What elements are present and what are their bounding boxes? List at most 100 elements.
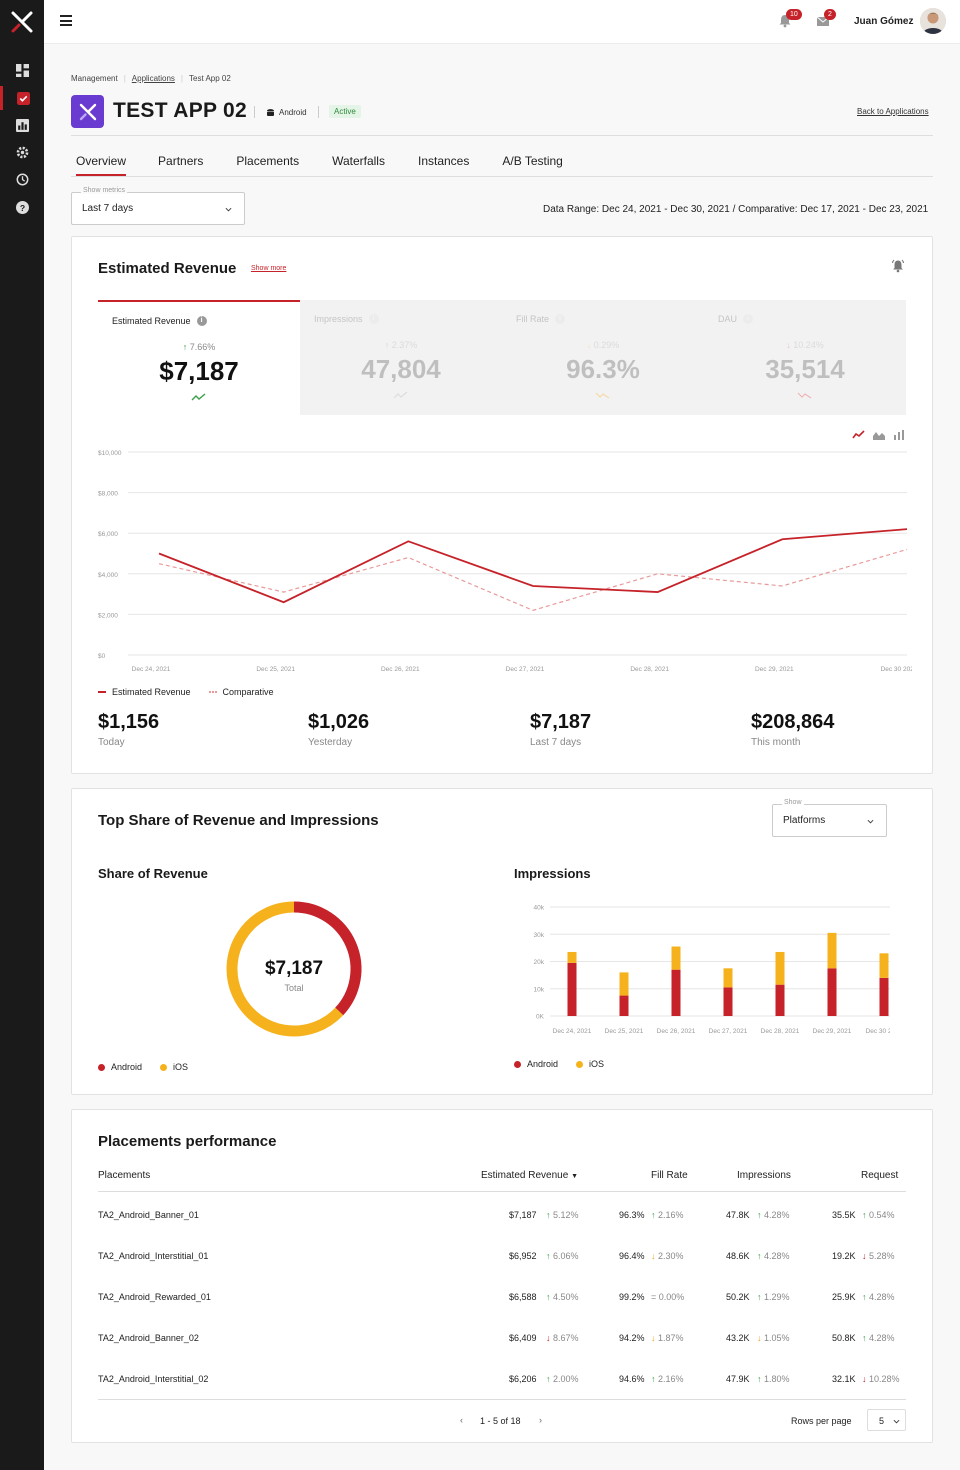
arrow-up-icon: ↑ <box>651 1374 659 1384</box>
fill-rate-value: 94.6% <box>619 1374 645 1384</box>
table-row[interactable]: TA2_Android_Banner_02 $6,409 ↓ 8.67% 94.2% ↓… <box>98 1318 906 1359</box>
messages-button[interactable]: 2 <box>816 9 836 30</box>
bar-chart-icon[interactable] <box>893 430 905 440</box>
sidebar: ? <box>0 0 44 1470</box>
col-request[interactable]: Request <box>861 1170 899 1181</box>
info-icon[interactable]: i <box>196 316 207 326</box>
table-row[interactable]: TA2_Android_Rewarded_01 $6,588 ↑ 4.50% 99.2… <box>98 1277 906 1318</box>
col-placements[interactable]: Placements <box>98 1170 151 1181</box>
notifications-button[interactable]: 10 <box>778 9 802 30</box>
total-value: $208,864 <box>751 711 835 733</box>
revenue-delta: ↑ 4.50% <box>546 1292 579 1302</box>
line-chart-icon[interactable] <box>852 430 865 440</box>
show-label: Show <box>782 799 804 806</box>
table-row[interactable]: TA2_Android_Interstitial_02 $6,206 ↑ 2.00%… <box>98 1359 906 1400</box>
platform-label: Android <box>266 107 307 117</box>
info-icon[interactable]: i <box>368 314 379 324</box>
sidebar-item-dashboard[interactable] <box>0 58 44 82</box>
show-metrics-select[interactable]: Show metrics Last 7 days <box>71 187 245 225</box>
kpi-name: Fill Rate <box>516 314 550 324</box>
area-chart-icon[interactable] <box>873 430 885 440</box>
tab-ab-testing[interactable]: A/B Testing <box>502 154 563 168</box>
col-label: Estimated Revenue <box>481 1170 569 1181</box>
menu-icon[interactable] <box>60 15 72 27</box>
kpi-estimated-revenue[interactable]: Estimated Revenue i ↑ 7.66% $7,187 <box>98 300 300 415</box>
sidebar-item-applications[interactable] <box>0 86 44 110</box>
total-today: $1,156 Today <box>98 711 159 748</box>
kpi-delta: 2.37% <box>391 340 418 350</box>
back-to-applications-link[interactable]: Back to Applications <box>857 107 929 116</box>
breadcrumb-current: Test App 02 <box>189 74 231 83</box>
tab-partners[interactable]: Partners <box>158 154 204 168</box>
sidebar-item-help[interactable]: ? <box>0 195 44 219</box>
kpi-dau[interactable]: DAU i ↓ 10.24% 35,514 <box>704 300 906 415</box>
help-icon: ? <box>15 200 29 214</box>
android-icon <box>267 109 274 116</box>
sort-desc-icon[interactable]: ▼ <box>571 1173 578 1180</box>
col-estimated-revenue[interactable]: Estimated Revenue ▼ <box>481 1170 578 1181</box>
tab-overview[interactable]: Overview <box>76 148 127 176</box>
bar-android <box>879 977 889 1016</box>
placement-name: TA2_Android_Interstitial_01 <box>98 1251 209 1261</box>
show-platforms-select[interactable]: Show Platforms <box>772 799 887 837</box>
bar-android <box>723 987 733 1016</box>
total-label: This month <box>751 737 801 748</box>
kpi-fill-rate[interactable]: Fill Rate i ↓ 0.29% 96.3% <box>502 300 704 415</box>
y-tick-label: $2,000 <box>98 612 118 619</box>
user-name[interactable]: Juan Gómez <box>854 16 914 27</box>
app-icon <box>71 95 104 128</box>
legend-ios: iOS <box>576 1059 604 1069</box>
impressions-delta: ↓ 1.05% <box>757 1333 790 1343</box>
chevron-down-icon <box>893 1419 900 1424</box>
tab-instances[interactable]: Instances <box>417 154 470 168</box>
notification-badge: 10 <box>786 9 802 20</box>
table-row[interactable]: TA2_Android_Interstitial_01 $6,952 ↑ 6.06%… <box>98 1236 906 1277</box>
tab-placements[interactable]: Placements <box>236 154 300 168</box>
request-value: 35.5K <box>832 1210 856 1220</box>
revenue-line-chart: $0 $2,000 $4,000 $6,000 $8,000 $10,000 Dec 24,… <box>98 450 912 673</box>
tab-waterfalls[interactable]: Waterfalls <box>332 154 385 168</box>
placement-name: TA2_Android_Rewarded_01 <box>98 1292 211 1302</box>
info-icon[interactable]: i <box>555 314 566 324</box>
revenue-value: $6,952 <box>509 1251 537 1261</box>
col-fill-rate[interactable]: Fill Rate <box>651 1170 688 1181</box>
arrow-up-icon: ↑ <box>546 1292 554 1302</box>
page-title: TEST APP 02 <box>113 99 248 122</box>
app-logo-icon[interactable] <box>9 9 35 35</box>
placement-name: TA2_Android_Banner_02 <box>98 1333 199 1343</box>
table-row[interactable]: TA2_Android_Banner_01 $7,187 ↑ 5.12% 96.3% ↑… <box>98 1195 906 1236</box>
request-delta: ↑ 0.54% <box>862 1210 895 1220</box>
x-tick-label: Dec 26, 2021 <box>657 1028 696 1035</box>
total-label: Yesterday <box>308 737 353 748</box>
info-icon[interactable]: i <box>743 314 754 324</box>
arrow-up-icon: ↑ <box>757 1210 765 1220</box>
legend-label: Android <box>527 1059 559 1069</box>
total-yesterday: $1,026 Yesterday <box>308 711 369 748</box>
legend-ios: iOS <box>160 1062 188 1072</box>
prev-page-icon[interactable]: ‹ <box>460 1415 463 1425</box>
breadcrumb-management[interactable]: Management <box>71 74 118 83</box>
chevron-down-icon <box>225 207 232 212</box>
revenue-delta: ↑ 5.12% <box>546 1210 579 1220</box>
avatar[interactable] <box>920 8 946 34</box>
kpi-impressions[interactable]: Impressions i ↑ 2.37% 47,804 <box>300 300 502 415</box>
bar-android <box>671 969 681 1016</box>
arrow-up-icon: ↑ <box>862 1333 870 1343</box>
next-page-icon[interactable]: › <box>539 1415 542 1425</box>
bar-ios <box>827 932 837 969</box>
sidebar-item-reports[interactable] <box>0 113 44 137</box>
total-label: Last 7 days <box>530 737 582 748</box>
sidebar-item-history[interactable] <box>0 167 44 191</box>
col-impressions[interactable]: Impressions <box>737 1170 791 1181</box>
show-more-link[interactable]: Show more <box>251 265 287 272</box>
sidebar-item-settings[interactable] <box>0 140 44 164</box>
rows-per-page-select[interactable]: 5 <box>867 1409 906 1431</box>
kpi-delta: 0.29% <box>593 340 620 350</box>
arrow-up-icon: ↑ <box>757 1251 765 1261</box>
arrow-up-icon: ↑ <box>384 340 390 350</box>
arrow-down-icon: ↓ <box>757 1333 765 1343</box>
breadcrumb-applications[interactable]: Applications <box>131 74 175 83</box>
x-tick-label: Dec 24, 2021 <box>132 666 171 673</box>
impressions-delta: ↑ 1.29% <box>757 1292 790 1302</box>
alert-bell-icon[interactable] <box>891 259 905 273</box>
